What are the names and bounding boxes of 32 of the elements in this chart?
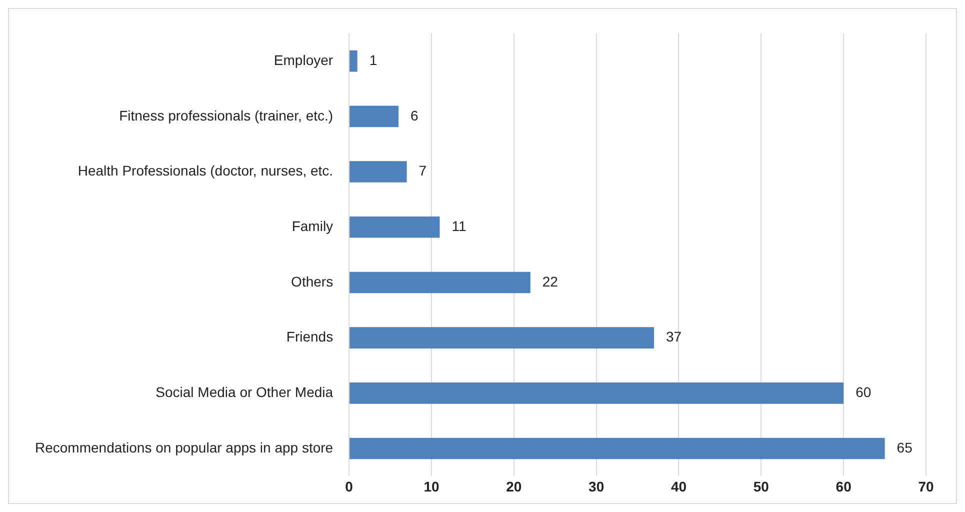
y-tick-label: Recommendations on popular apps in app store — [34, 439, 334, 456]
x-tick-label: 50 — [753, 478, 770, 494]
data-label: 7 — [418, 162, 427, 179]
bar — [350, 106, 399, 128]
y-tick-label: Social Media or Other Media — [156, 384, 334, 400]
bar — [350, 216, 440, 238]
y-tick-label: Friends — [286, 328, 334, 345]
data-label: 6 — [410, 107, 419, 124]
x-tick-label: 60 — [836, 478, 852, 494]
y-tick-label: Fitness professionals (trainer, etc.) — [119, 107, 334, 124]
x-tick-label: 40 — [670, 478, 687, 494]
data-label: 11 — [452, 218, 466, 234]
x-tick-label: 20 — [506, 478, 522, 494]
x-tick-label: 30 — [588, 478, 604, 494]
data-label: 60 — [856, 384, 872, 400]
bar — [350, 272, 530, 294]
x-tick-label: 10 — [424, 478, 440, 494]
bar — [350, 50, 358, 72]
y-tick-label: Employer — [274, 52, 334, 68]
bar — [350, 382, 844, 404]
x-tick-label: 0 — [345, 478, 354, 494]
x-tick-label: 70 — [918, 478, 934, 494]
data-label: 37 — [666, 328, 682, 345]
data-label: 1 — [369, 52, 378, 68]
y-tick-label: Health Professionals (doctor, nurses, etc. — [78, 162, 334, 179]
data-label: 22 — [542, 273, 558, 290]
bar — [350, 327, 654, 348]
bar — [350, 161, 407, 182]
bar — [350, 438, 885, 460]
y-tick-label: Others — [291, 273, 334, 290]
data-label: 65 — [896, 439, 913, 456]
y-tick-label: Family — [292, 218, 334, 234]
